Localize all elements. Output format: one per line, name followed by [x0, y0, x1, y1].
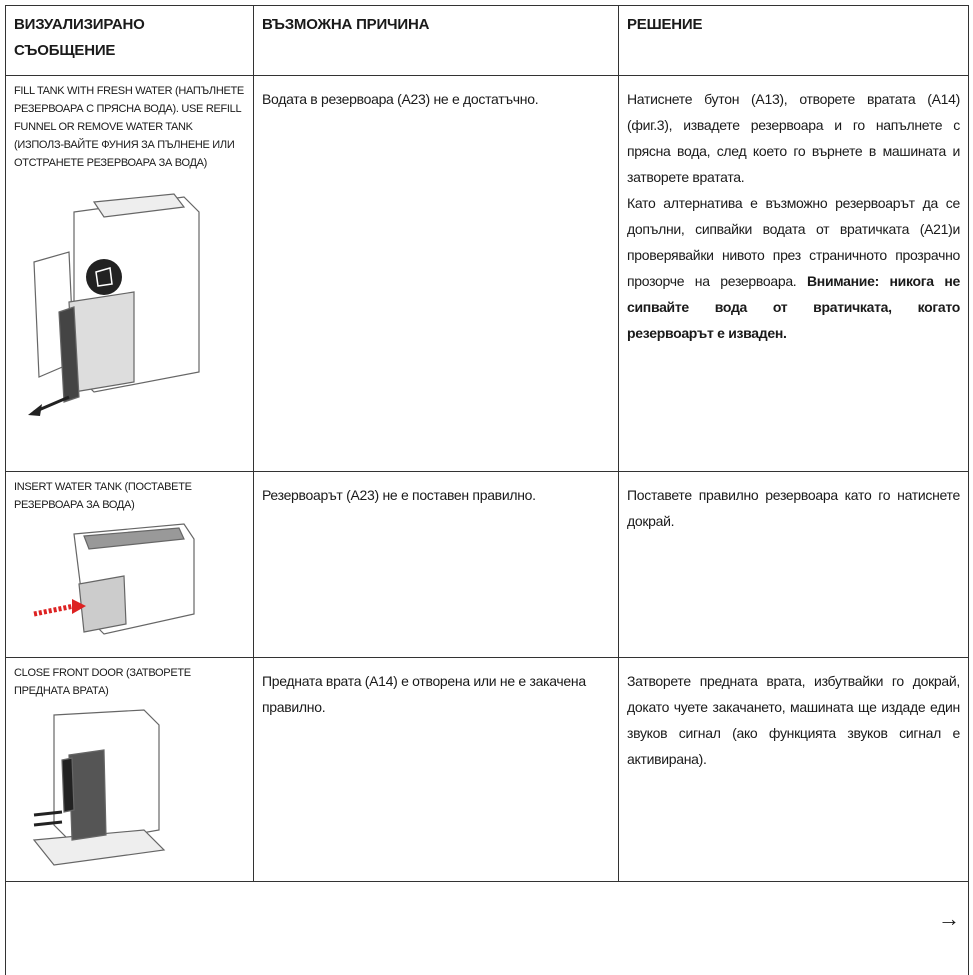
solution: Като алтернатива е възможно резервоарът … [627, 190, 960, 346]
solution-cell: Затворете предната врата, избутвайки го … [618, 657, 969, 882]
troubleshooting-table: ВИЗУАЛИЗИРАНО СЪОБЩЕНИЕ ВЪЗМОЖНА ПРИЧИНА… [5, 5, 969, 975]
illustration [28, 193, 200, 416]
footer: → [5, 881, 969, 975]
solution-text: Като алтернатива е възможно резервоарът … [627, 195, 960, 289]
next-arrow[interactable]: → [938, 906, 960, 931]
solution: Затворете предната врата, избутвайки го … [627, 673, 960, 767]
message-cell: INSERT WATER TANK (ПОСТАВЕТЕ РЕЗЕРВОАРА … [5, 471, 254, 658]
solution: Натиснете бутон (A13), отворете вратата … [627, 91, 960, 185]
warning: Внимание: никога не сипвайте вода от вра… [627, 273, 960, 341]
cause: Предната врата (A14) е отворена или не е… [253, 657, 619, 882]
cause: Резервоарът (A23) не е поставен правилно… [253, 471, 619, 658]
message-cell: FILL TANK WITH FRESH WATER (НАПЪЛНЕТЕ РЕ… [5, 75, 254, 472]
illustration [33, 523, 195, 635]
message: INSERT WATER TANK (ПОСТАВЕТЕ РЕЗЕРВОАРА … [14, 481, 192, 511]
column-header: ВЪЗМОЖНА ПРИЧИНА [253, 5, 619, 76]
cause: Водата в резервоара (A23) не е достатъчн… [253, 75, 619, 472]
message: CLOSE FRONT DOOR (ЗАТВОРЕТЕ ПРЕДНАТА ВРА… [14, 667, 191, 697]
solution-cell: Поставете правилно резервоара като го на… [618, 471, 969, 658]
message: FILL TANK WITH FRESH WATER (НАПЪЛНЕТЕ РЕ… [14, 85, 244, 169]
column-header: ВИЗУАЛИЗИРАНО СЪОБЩЕНИЕ [5, 5, 254, 76]
message-cell: CLOSE FRONT DOOR (ЗАТВОРЕТЕ ПРЕДНАТА ВРА… [5, 657, 254, 882]
solution-cell: Натиснете бутон (A13), отворете вратата … [618, 75, 969, 472]
column-header: РЕШЕНИЕ [618, 5, 969, 76]
solution: Поставете правилно резервоара като го на… [627, 487, 960, 529]
illustration [32, 709, 166, 866]
